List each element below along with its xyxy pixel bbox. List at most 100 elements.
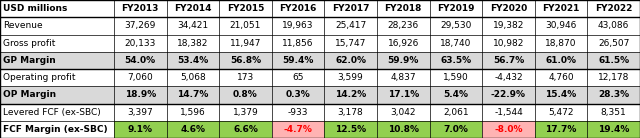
Text: 6.6%: 6.6% [233,125,258,134]
Bar [114,34,166,52]
Bar [535,121,588,138]
Bar [114,121,166,138]
Bar [166,121,219,138]
Bar [219,52,272,69]
Bar [429,0,482,17]
Text: 2,061: 2,061 [443,108,468,117]
Text: FY2020: FY2020 [490,4,527,13]
Text: 25,417: 25,417 [335,21,366,30]
Bar [166,104,219,121]
Bar [114,86,166,104]
Bar [482,34,535,52]
Bar [429,34,482,52]
Text: 7,060: 7,060 [127,73,153,82]
Bar [588,86,640,104]
Bar [272,34,324,52]
Bar [166,86,219,104]
Bar [0,34,114,52]
Bar [219,69,272,86]
Bar [272,52,324,69]
Text: 5,472: 5,472 [548,108,574,117]
Bar [588,17,640,34]
Text: 4,760: 4,760 [548,73,574,82]
Text: USD millions: USD millions [3,4,68,13]
Bar [166,52,219,69]
Text: 4.6%: 4.6% [180,125,205,134]
Bar [219,86,272,104]
Text: 8,351: 8,351 [601,108,627,117]
Text: 19,963: 19,963 [282,21,314,30]
Text: FY2022: FY2022 [595,4,632,13]
Text: FY2016: FY2016 [280,4,317,13]
Bar [482,104,535,121]
Text: FY2014: FY2014 [174,4,212,13]
Bar [166,34,219,52]
Text: 65: 65 [292,73,304,82]
Text: 0.3%: 0.3% [285,90,310,99]
Text: 15,747: 15,747 [335,39,366,48]
Bar [377,0,429,17]
Bar [219,104,272,121]
Bar [535,34,588,52]
Bar [272,17,324,34]
Bar [535,17,588,34]
Bar [482,86,535,104]
Bar [429,86,482,104]
Bar [482,17,535,34]
Bar [272,0,324,17]
Text: 19.4%: 19.4% [598,125,629,134]
Text: 10,982: 10,982 [493,39,524,48]
Bar [535,104,588,121]
Bar [166,17,219,34]
Text: 14.7%: 14.7% [177,90,209,99]
Bar [377,69,429,86]
Bar [324,34,377,52]
Bar [482,121,535,138]
Text: 28,236: 28,236 [388,21,419,30]
Bar [482,0,535,17]
Text: FY2013: FY2013 [122,4,159,13]
Bar [272,104,324,121]
Bar [377,17,429,34]
Text: 3,397: 3,397 [127,108,153,117]
Text: 1,379: 1,379 [232,108,259,117]
Bar [377,104,429,121]
Text: 16,926: 16,926 [388,39,419,48]
Text: 17.1%: 17.1% [388,90,419,99]
Text: 1,590: 1,590 [443,73,468,82]
Bar [482,69,535,86]
Bar [535,52,588,69]
Bar [0,104,114,121]
Text: 37,269: 37,269 [125,21,156,30]
Text: 14.2%: 14.2% [335,90,366,99]
Bar [377,86,429,104]
Text: FY2018: FY2018 [385,4,422,13]
Text: 18.9%: 18.9% [125,90,156,99]
Text: Gross profit: Gross profit [3,39,56,48]
Bar [588,104,640,121]
Text: 17.7%: 17.7% [545,125,577,134]
Text: 62.0%: 62.0% [335,56,366,65]
Text: -4.7%: -4.7% [284,125,312,134]
Bar [377,34,429,52]
Text: 56.8%: 56.8% [230,56,261,65]
Bar [429,104,482,121]
Text: 12.5%: 12.5% [335,125,366,134]
Bar [219,17,272,34]
Text: -8.0%: -8.0% [494,125,523,134]
Bar [429,121,482,138]
Text: 11,856: 11,856 [282,39,314,48]
Text: 12,178: 12,178 [598,73,629,82]
Text: 18,870: 18,870 [545,39,577,48]
Text: 20,133: 20,133 [125,39,156,48]
Text: -933: -933 [288,108,308,117]
Bar [272,86,324,104]
Text: 34,421: 34,421 [177,21,209,30]
Bar [272,69,324,86]
Text: 9.1%: 9.1% [128,125,153,134]
Bar [324,0,377,17]
Bar [0,0,114,17]
Bar [324,69,377,86]
Text: 3,599: 3,599 [338,73,364,82]
Text: 30,946: 30,946 [545,21,577,30]
